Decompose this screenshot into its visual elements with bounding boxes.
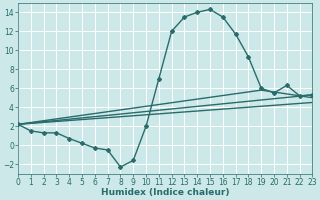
X-axis label: Humidex (Indice chaleur): Humidex (Indice chaleur) — [101, 188, 229, 197]
